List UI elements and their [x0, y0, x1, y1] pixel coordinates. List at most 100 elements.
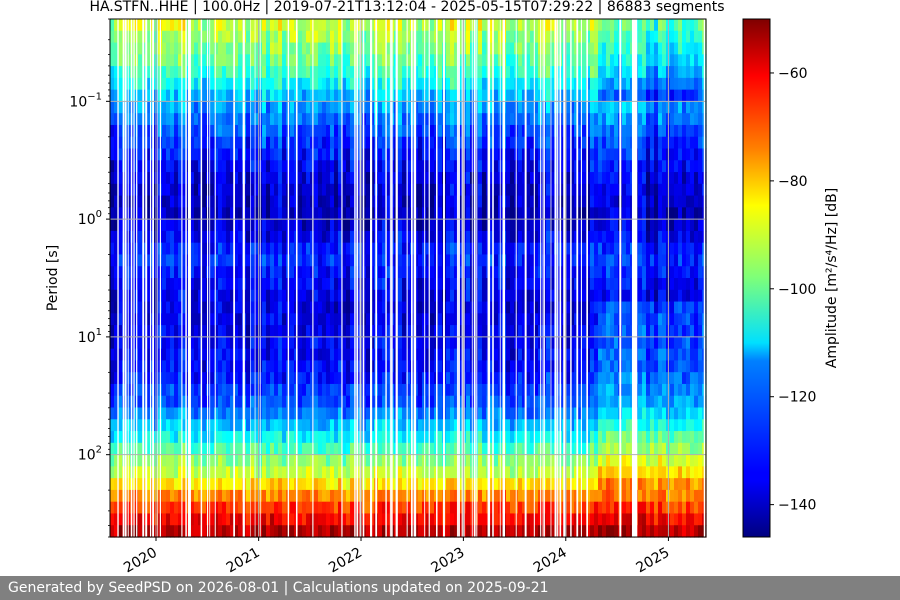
heatmap-cell: [326, 113, 331, 126]
heatmap-cell: [454, 348, 459, 362]
heatmap-cell: [278, 207, 283, 220]
heatmap-cell: [218, 501, 223, 515]
heatmap-cell: [202, 242, 207, 256]
heatmap-cell: [222, 489, 227, 503]
heatmap-cell: [438, 313, 443, 326]
heatmap-cell: [402, 336, 407, 350]
heatmap-cell: [246, 42, 251, 55]
heatmap-cell: [478, 525, 483, 538]
heatmap-cell: [526, 513, 531, 526]
heatmap-cell: [370, 525, 375, 538]
heatmap-cell: [510, 101, 515, 114]
heatmap-cell: [478, 124, 483, 138]
heatmap-cell: [426, 124, 431, 138]
heatmap-cell: [426, 136, 431, 150]
heatmap-cell: [406, 54, 411, 67]
heatmap-cell: [274, 242, 279, 256]
heatmap-cell: [318, 160, 323, 173]
heatmap-cell: [414, 278, 419, 291]
heatmap-cell: [142, 254, 147, 267]
heatmap-cell: [306, 278, 311, 291]
heatmap-cell: [342, 172, 347, 185]
heatmap-cell: [510, 454, 515, 467]
heatmap-cell: [458, 54, 463, 67]
heatmap-cell: [254, 454, 259, 467]
heatmap-cell: [402, 478, 407, 491]
heatmap-cell: [218, 525, 223, 538]
heatmap-cell: [450, 442, 455, 456]
heatmap-cell: [298, 442, 303, 456]
heatmap-cell: [290, 501, 295, 515]
heatmap-cell: [290, 66, 295, 79]
heatmap-cell: [210, 89, 215, 103]
heatmap-cell: [318, 54, 323, 67]
heatmap-cell: [270, 195, 275, 208]
heatmap-cell: [110, 301, 115, 314]
heatmap-cell: [398, 395, 403, 409]
heatmap-cell: [310, 466, 315, 479]
heatmap-cell: [494, 478, 499, 491]
heatmap-cell: [246, 372, 251, 385]
heatmap-cell: [314, 431, 319, 444]
heatmap-cell: [334, 66, 339, 79]
heatmap-cell: [478, 336, 483, 350]
heatmap-cell: [226, 207, 231, 220]
heatmap-cell: [478, 101, 483, 114]
heatmap-cell: [330, 454, 335, 467]
heatmap-cell: [522, 478, 527, 491]
heatmap-cell: [370, 160, 375, 173]
heatmap-cell: [282, 113, 287, 126]
heatmap-cell: [398, 419, 403, 432]
heatmap-cell: [338, 66, 343, 79]
heatmap-cell: [174, 242, 179, 256]
heatmap-cell: [278, 395, 283, 409]
heatmap-cell: [146, 501, 151, 515]
heatmap-cell: [234, 489, 239, 503]
heatmap-cell: [262, 419, 267, 432]
heatmap-cell: [314, 501, 319, 515]
heatmap-cell: [450, 66, 455, 79]
heatmap-cell: [518, 360, 523, 373]
heatmap-cell: [534, 395, 539, 409]
heatmap-cell: [278, 442, 283, 456]
heatmap-cell: [190, 336, 195, 350]
heatmap-cell: [162, 160, 167, 173]
heatmap-cell: [206, 372, 211, 385]
heatmap-cell: [310, 278, 315, 291]
heatmap-cell: [270, 278, 275, 291]
heatmap-cell: [506, 124, 511, 138]
heatmap-cell: [330, 278, 335, 291]
heatmap-cell: [414, 431, 419, 444]
heatmap-cell: [418, 348, 423, 362]
heatmap-cell: [210, 242, 215, 256]
heatmap-cell: [302, 89, 307, 103]
heatmap-cell: [110, 101, 115, 114]
heatmap-cell: [270, 442, 275, 456]
heatmap-cell: [546, 325, 551, 338]
heatmap-cell: [378, 266, 383, 279]
heatmap-cell: [118, 19, 123, 32]
heatmap-cell: [166, 207, 171, 220]
heatmap-cell: [202, 489, 207, 503]
heatmap-cell: [114, 525, 119, 538]
heatmap-cell: [238, 466, 243, 479]
heatmap-cell: [446, 454, 451, 467]
heatmap-cell: [266, 383, 271, 397]
heatmap-cell: [510, 407, 515, 420]
heatmap-cell: [302, 207, 307, 220]
heatmap-cell: [218, 395, 223, 409]
heatmap-cell: [322, 289, 327, 303]
heatmap-cell: [518, 124, 523, 138]
heatmap-cell: [334, 230, 339, 244]
heatmap-cell: [198, 183, 203, 197]
heatmap-cell: [406, 419, 411, 432]
heatmap-cell: [182, 77, 187, 91]
heatmap-cell: [506, 501, 511, 515]
heatmap-cell: [226, 419, 231, 432]
heatmap-cell: [306, 501, 311, 515]
heatmap-cell: [494, 325, 499, 338]
heatmap-cell: [342, 242, 347, 256]
heatmap-cell: [314, 478, 319, 491]
heatmap-cell: [110, 172, 115, 185]
heatmap-cell: [350, 230, 355, 244]
